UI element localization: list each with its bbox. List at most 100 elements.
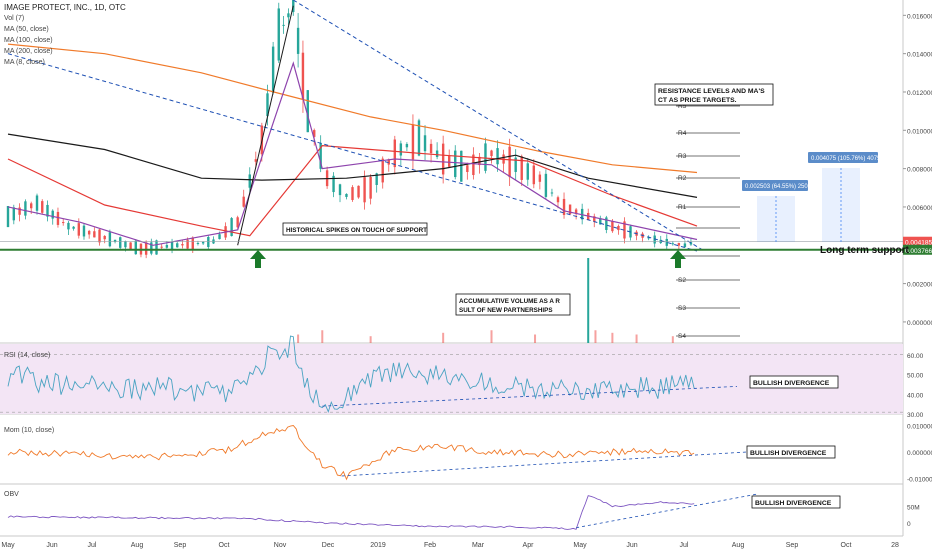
candle-body <box>218 234 221 240</box>
candle-body <box>484 143 487 171</box>
candle-body <box>176 243 179 248</box>
candle-body <box>448 156 451 167</box>
momentum-tick-label: 0.000000 <box>907 450 932 457</box>
candle-body <box>186 239 189 249</box>
candle-body <box>617 225 620 231</box>
candle-body <box>72 226 75 229</box>
x-tick-label: Aug <box>732 542 745 549</box>
x-tick-label: Mar <box>472 542 485 549</box>
price-tick-label: 0.008000 <box>907 167 932 174</box>
divergence-label-obv-box <box>751 495 841 509</box>
legend-ma50: MA (50, close) <box>4 26 49 33</box>
candle-body <box>56 211 60 225</box>
volume-bar <box>442 332 445 343</box>
moving-average-line <box>7 133 698 198</box>
candle-body <box>647 237 650 239</box>
rsi-tick-label: 30.00 <box>907 412 924 419</box>
pivot-level-label: R1 <box>678 204 687 211</box>
candle-body <box>357 185 360 198</box>
legend-volume: Vol (7) <box>4 15 24 22</box>
candle-body <box>677 243 681 246</box>
candle-body <box>51 210 54 219</box>
candle-body <box>150 242 153 254</box>
candle-body <box>520 156 523 180</box>
candle-body <box>550 192 554 194</box>
volume-bar <box>635 334 638 343</box>
candle-body <box>87 230 91 235</box>
pivot-level-label: R3 <box>678 153 687 160</box>
candle-body <box>313 130 316 137</box>
candle-body <box>387 159 390 165</box>
candle-body <box>514 157 517 172</box>
candle-body <box>562 198 566 215</box>
volume-bar <box>587 258 590 343</box>
legend-ma200: MA (200, close) <box>4 48 53 55</box>
candle-body <box>113 239 117 242</box>
candle-body <box>30 203 33 209</box>
pivot-level-label: S2 <box>678 277 686 284</box>
legend-ma8: MA (8, close) <box>4 59 45 66</box>
price-tick-label: 0.002000 <box>907 282 932 289</box>
x-tick-label: May <box>1 542 15 549</box>
pivot-level-label: S3 <box>678 305 686 312</box>
legend-ma100: MA (100, close) <box>4 37 53 44</box>
x-tick-label: Jul <box>88 542 97 549</box>
candle-body <box>282 24 285 26</box>
divergence-label-rsi-box <box>749 375 839 389</box>
candle-body <box>496 148 499 165</box>
candle-body <box>623 221 626 239</box>
candle-body <box>12 207 16 221</box>
candle-body <box>332 175 335 193</box>
volume-bar <box>369 336 372 343</box>
up-arrow-icon <box>670 250 686 268</box>
candle-body <box>103 235 106 240</box>
target-label-box <box>742 180 808 191</box>
x-tick-label: Jul <box>680 542 689 549</box>
candle-body <box>35 195 39 211</box>
candle-body <box>399 143 403 156</box>
x-tick-label: Jun <box>46 542 57 549</box>
volume-note: SULT OF NEW PARTNERSHIPS <box>459 307 553 314</box>
target-label: 0.004075 (105.76%) 4075 <box>811 156 881 162</box>
candle-body <box>544 173 548 197</box>
obv-line <box>7 495 695 530</box>
spikes-note-box <box>282 222 428 236</box>
support-label: Long term support <box>820 245 910 256</box>
candle-body <box>93 231 96 238</box>
up-arrow-icon <box>250 250 266 268</box>
volume-bar <box>297 334 300 343</box>
candle-body <box>201 241 205 244</box>
support-price-badge <box>903 244 932 255</box>
momentum-tick-label: 0.010000 <box>907 423 932 430</box>
candle-body <box>671 243 675 245</box>
candle-body <box>46 204 49 217</box>
rsi-tick-label: 40.00 <box>907 392 924 399</box>
momentum-tick-label: -0.010000 <box>907 477 932 484</box>
candle-body <box>98 229 101 243</box>
rsi-tick-label: 50.00 <box>907 373 924 380</box>
candle-body <box>472 154 475 176</box>
candle-body <box>41 201 44 213</box>
candle-body <box>196 242 200 244</box>
candle-body <box>254 159 257 162</box>
candle-body <box>417 120 421 156</box>
candle-body <box>526 163 529 180</box>
candle-body <box>689 242 693 245</box>
price-tick-label: 0.014000 <box>907 52 932 59</box>
obv-divergence-line <box>576 493 758 529</box>
candle-body <box>18 207 21 215</box>
candle-body <box>277 8 280 61</box>
resistance-note-box <box>654 83 774 106</box>
candle-body <box>369 176 372 199</box>
rsi-line <box>7 335 695 413</box>
candle-body <box>683 243 687 248</box>
price-tick-label: 0.010000 <box>907 128 932 135</box>
x-tick-label: Apr <box>523 542 535 549</box>
candle-body <box>363 177 366 203</box>
candle-body <box>108 232 112 247</box>
obv-label: OBV <box>4 491 19 498</box>
divergence-label-momentum-box <box>746 445 836 459</box>
candle-body <box>429 143 433 154</box>
candle-body <box>319 142 322 169</box>
